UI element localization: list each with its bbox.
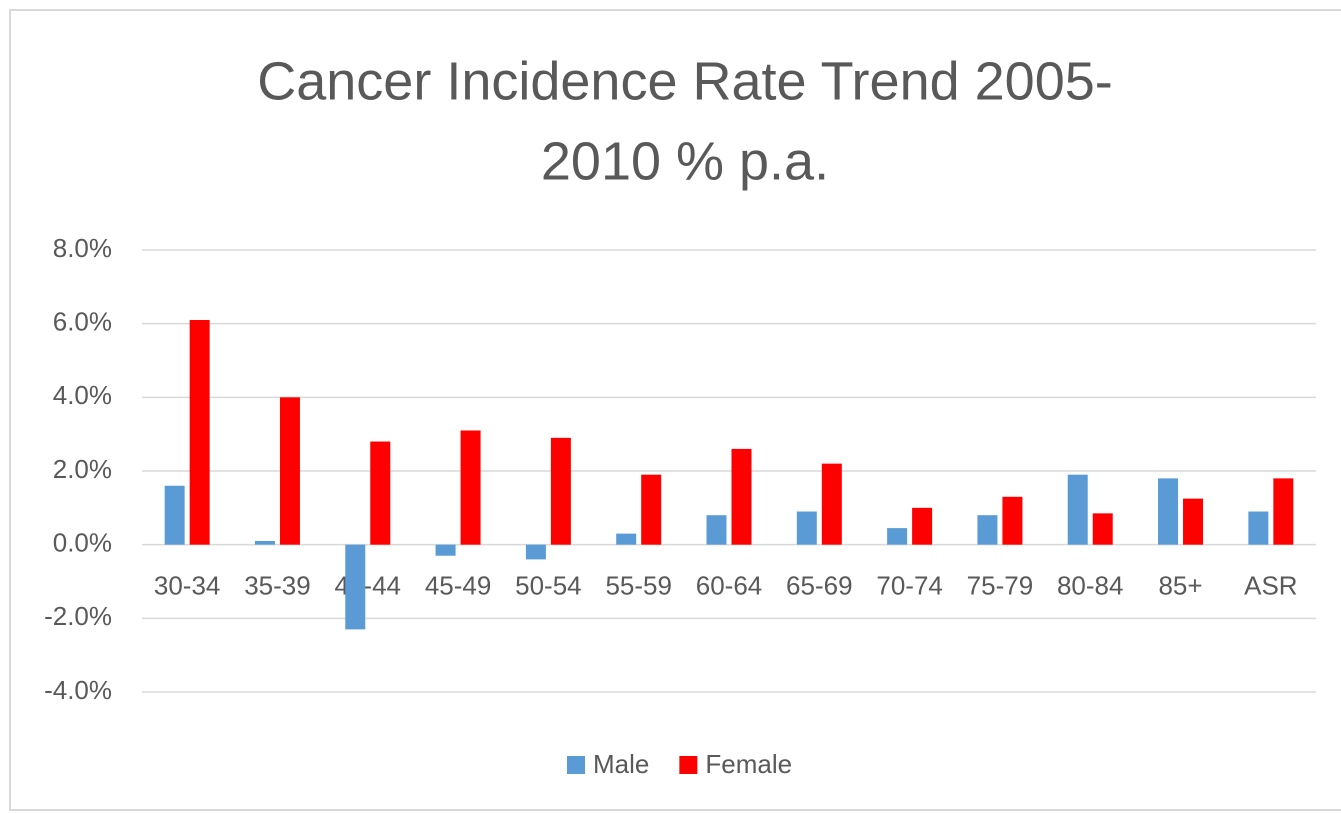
bar bbox=[977, 515, 998, 545]
y-tick-label: 4.0% bbox=[53, 380, 112, 410]
bar bbox=[616, 533, 637, 545]
legend-label: Female bbox=[705, 749, 792, 779]
bar bbox=[345, 544, 366, 630]
bar bbox=[460, 430, 481, 545]
x-tick-label: 40-44 bbox=[335, 571, 402, 601]
x-tick-label: 50-54 bbox=[515, 571, 582, 601]
bar bbox=[164, 485, 185, 545]
x-tick-label: 60-64 bbox=[696, 571, 763, 601]
y-tick-label: 0.0% bbox=[53, 528, 112, 558]
bar bbox=[887, 528, 908, 545]
bar bbox=[370, 441, 391, 545]
y-tick-label: 6.0% bbox=[53, 307, 112, 337]
chart-border bbox=[9, 9, 1341, 811]
bar bbox=[821, 463, 842, 545]
y-tick-label: -2.0% bbox=[44, 601, 112, 631]
x-tick-label: 55-59 bbox=[605, 571, 672, 601]
bar bbox=[1002, 496, 1023, 545]
x-tick-label: 75-79 bbox=[967, 571, 1034, 601]
x-tick-label: 65-69 bbox=[786, 571, 853, 601]
y-tick-label: -4.0% bbox=[44, 675, 112, 705]
chart-title: Cancer Incidence Rate Trend 2005- bbox=[257, 51, 1113, 111]
bar bbox=[550, 437, 571, 545]
bar bbox=[1092, 513, 1113, 545]
legend-swatch bbox=[567, 756, 585, 774]
x-tick-label: 85+ bbox=[1158, 571, 1202, 601]
bar bbox=[1067, 474, 1088, 545]
x-tick-label: 80-84 bbox=[1057, 571, 1124, 601]
bar bbox=[1158, 478, 1179, 545]
x-tick-label: 70-74 bbox=[876, 571, 943, 601]
x-tick-label: 35-39 bbox=[244, 571, 311, 601]
x-tick-label: ASR bbox=[1244, 571, 1297, 601]
bar bbox=[706, 515, 727, 545]
bar bbox=[796, 511, 817, 545]
bar bbox=[1248, 511, 1269, 545]
chart-title: 2010 % p.a. bbox=[541, 131, 829, 191]
legend-label: Male bbox=[593, 749, 649, 779]
x-tick-label: 30-34 bbox=[154, 571, 221, 601]
y-tick-label: 8.0% bbox=[53, 233, 112, 263]
bar bbox=[731, 448, 752, 545]
bar bbox=[641, 474, 662, 545]
bar bbox=[912, 507, 933, 545]
bar bbox=[189, 319, 210, 545]
bar bbox=[279, 397, 300, 545]
legend-swatch bbox=[679, 756, 698, 774]
bar bbox=[525, 544, 546, 560]
bar bbox=[435, 544, 456, 556]
bar bbox=[1183, 498, 1204, 545]
x-tick-label: 45-49 bbox=[425, 571, 492, 601]
bar bbox=[1273, 478, 1294, 545]
bar bbox=[254, 540, 275, 545]
y-tick-label: 2.0% bbox=[53, 454, 112, 484]
